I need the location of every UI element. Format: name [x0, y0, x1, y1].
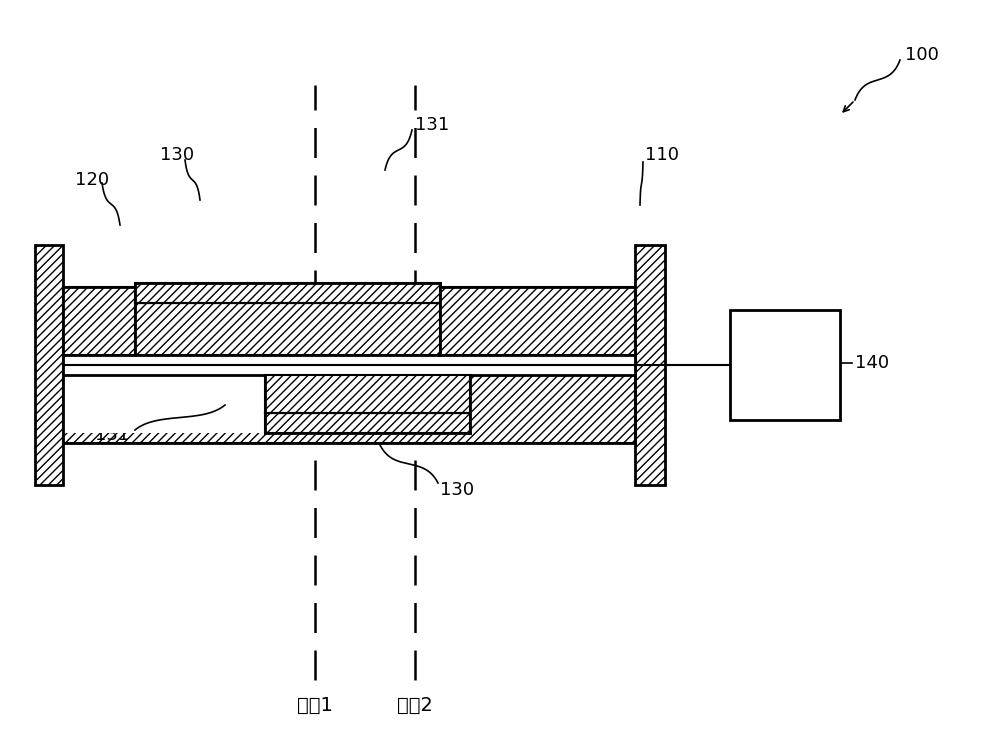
Bar	[35, 245, 63, 485]
Bar	[135, 303, 440, 355]
Text: 中心2: 中心2	[397, 695, 433, 714]
Bar	[63, 375, 265, 433]
Text: 120: 120	[75, 171, 109, 189]
Bar	[265, 413, 470, 433]
Bar	[63, 355, 635, 375]
Bar	[63, 287, 635, 355]
Bar	[730, 310, 840, 420]
Text: 131: 131	[415, 116, 449, 134]
Text: 131: 131	[95, 426, 129, 444]
Text: 中心1: 中心1	[297, 695, 333, 714]
Bar	[635, 245, 665, 485]
Text: 100: 100	[905, 46, 939, 64]
Text: 130: 130	[440, 481, 474, 499]
Bar	[135, 283, 440, 303]
Text: 130: 130	[160, 146, 194, 164]
Text: 140: 140	[855, 354, 889, 372]
Text: 110: 110	[645, 146, 679, 164]
Bar	[265, 375, 470, 413]
Bar	[63, 375, 635, 443]
